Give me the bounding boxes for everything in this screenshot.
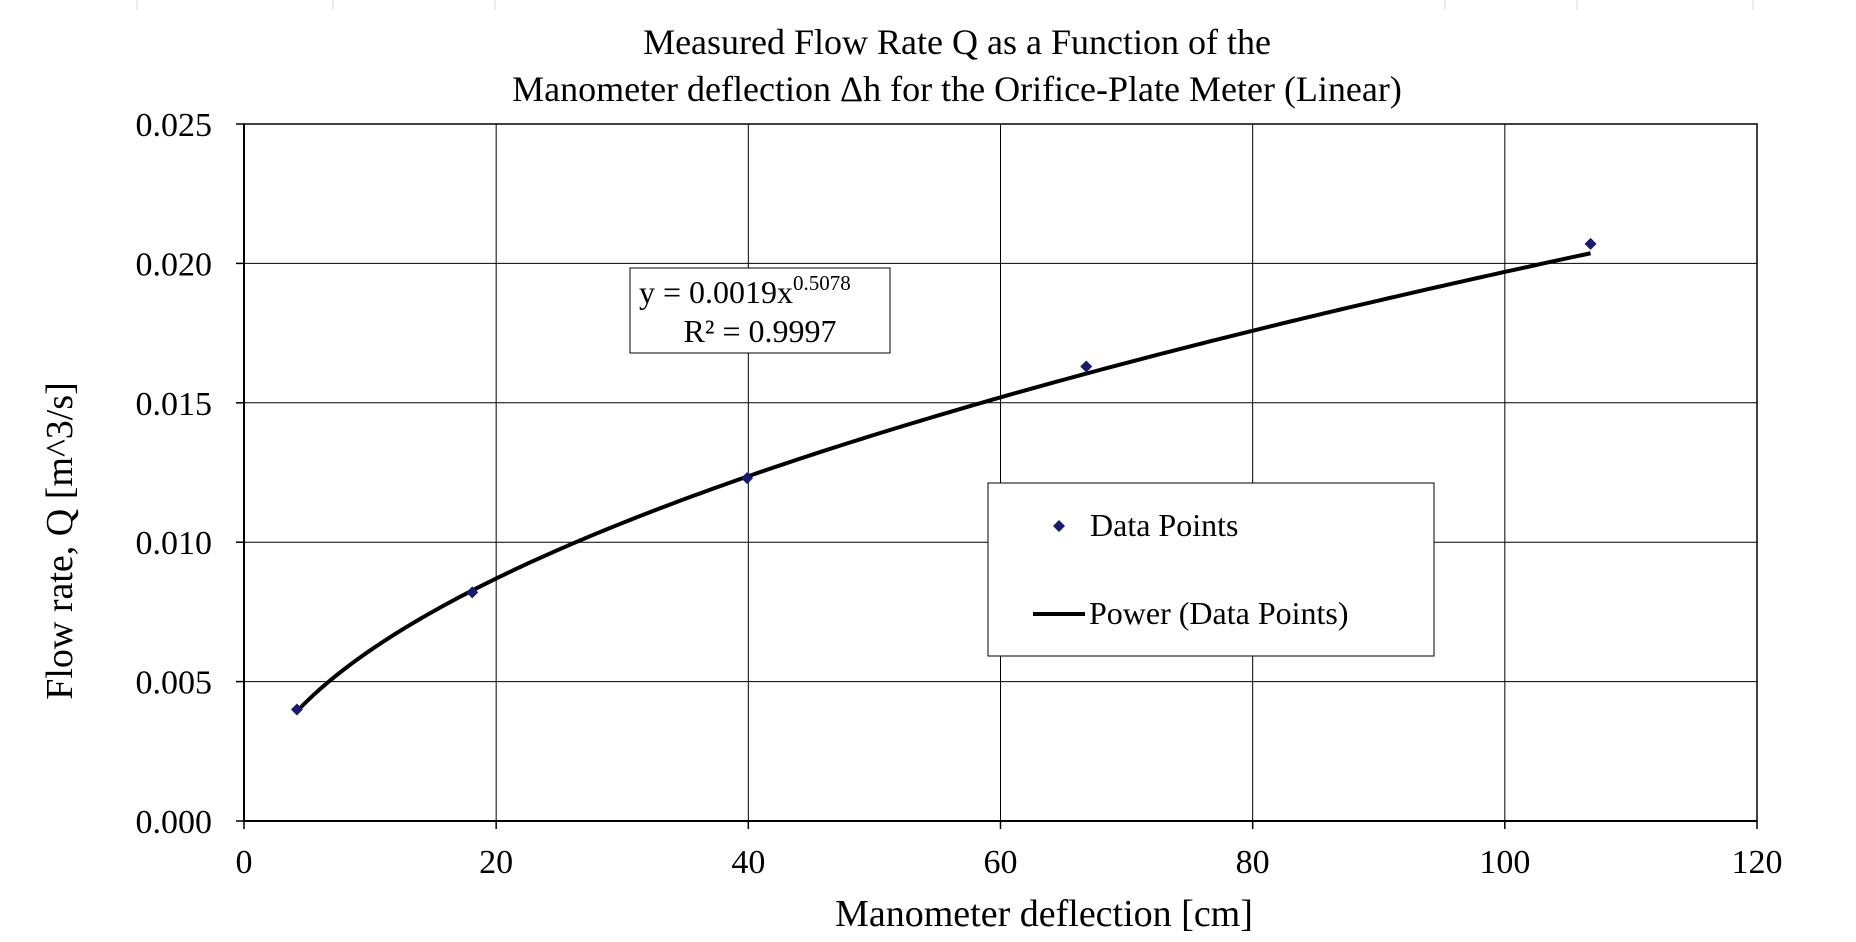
x-tick-label: 0 <box>236 844 253 881</box>
data-points <box>290 237 1597 716</box>
trendline-equation-box: y = 0.0019x0.5078 R² = 0.9997 <box>629 267 891 354</box>
legend: Data Points Power (Data Points) <box>987 482 1435 657</box>
y-axis-title: Flow rate, Q [m^3/s] <box>39 382 81 700</box>
chart-title-line-2: Manometer deflection Δh for the Orifice-… <box>512 69 1402 109</box>
y-tick-label: 0.020 <box>136 246 213 283</box>
data-point <box>466 586 479 599</box>
axes <box>236 123 1758 829</box>
legend-label-data-points: Data Points <box>1090 507 1238 543</box>
y-tick-labels: 0.000 0.005 0.010 0.015 0.020 0.025 <box>136 107 213 841</box>
x-tick-label: 120 <box>1732 844 1783 881</box>
x-tick-label: 80 <box>1236 844 1270 881</box>
y-tick-label: 0.025 <box>136 107 213 144</box>
data-point <box>1584 237 1597 250</box>
data-point <box>1080 360 1093 373</box>
data-point <box>741 472 754 485</box>
legend-label-power: Power (Data Points) <box>1089 595 1349 631</box>
gridlines <box>243 123 1758 822</box>
x-axis-title: Manometer deflection [cm] <box>835 893 1253 935</box>
x-tick-label: 40 <box>731 844 765 881</box>
x-tick-labels: 0 20 40 60 80 100 120 <box>236 844 1783 881</box>
y-tick-label: 0.005 <box>136 665 213 702</box>
equation-text: y = 0.0019x0.5078 <box>639 271 851 310</box>
x-tick-label: 60 <box>984 844 1018 881</box>
x-tick-label: 20 <box>479 844 513 881</box>
y-tick-label: 0.010 <box>136 525 213 562</box>
top-edge-artifacts <box>136 0 1754 10</box>
y-tick-label: 0.015 <box>136 386 213 423</box>
y-tick-label: 0.000 <box>136 804 213 841</box>
chart-title-line-1: Measured Flow Rate Q as a Function of th… <box>643 22 1271 62</box>
r-squared-text: R² = 0.9997 <box>684 313 837 349</box>
power-trendline <box>295 251 1591 713</box>
x-tick-label: 100 <box>1479 844 1530 881</box>
data-point <box>290 703 303 716</box>
legend-diamond-marker <box>1053 520 1065 532</box>
